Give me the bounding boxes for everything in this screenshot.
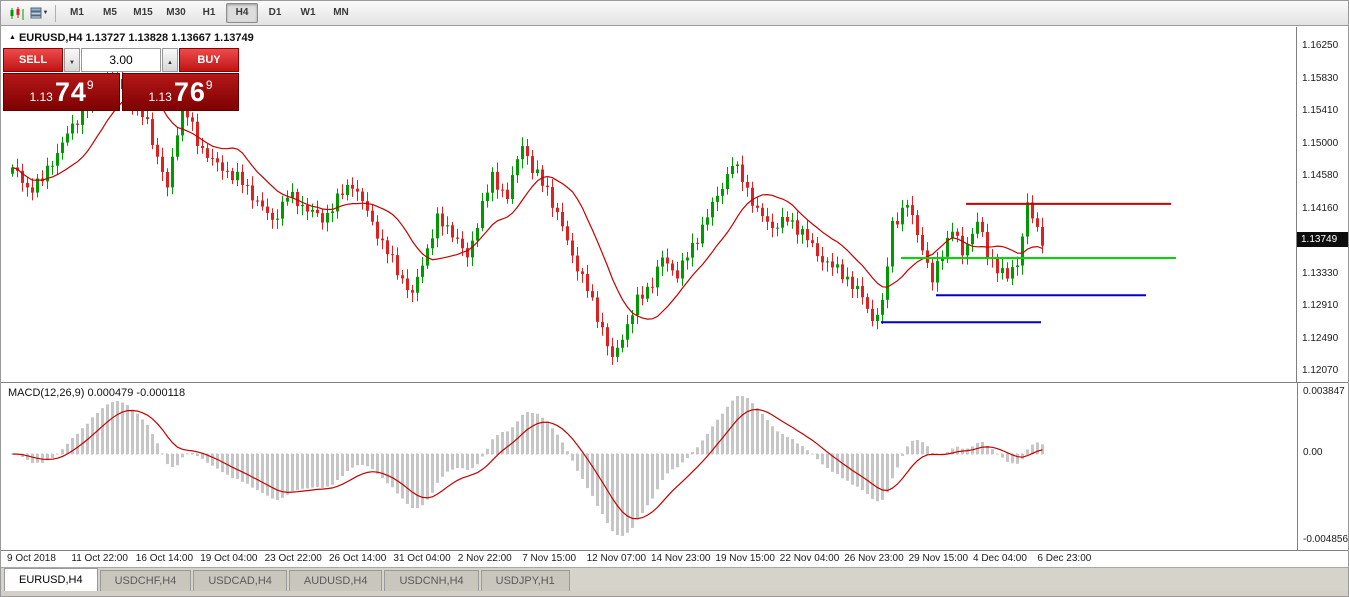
time-axis-label: 12 Nov 07:00 xyxy=(586,553,647,564)
time-axis-label: 7 Nov 15:00 xyxy=(522,553,577,564)
chart-header: ▲ EURUSD,H4 1.13727 1.13828 1.13667 1.137… xyxy=(9,32,254,44)
window-frame-bottom xyxy=(1,591,1348,596)
buy-price-display[interactable]: 1.13 76 9 xyxy=(122,73,239,111)
profiles-dropdown-button[interactable]: ▼ xyxy=(28,4,50,23)
timeframe-button-m15[interactable]: M15 xyxy=(133,7,153,18)
sell-price-prefix: 1.13 xyxy=(29,90,53,104)
price-axis-label: 1.13330 xyxy=(1302,267,1339,279)
price-axis-label: 1.12490 xyxy=(1302,332,1339,344)
timeframe-group: M1 M5 M15 M30 H1 H4 D1 W1 MN xyxy=(61,3,357,23)
time-axis-label: 23 Oct 22:00 xyxy=(264,553,322,564)
price-axis-label: 1.15410 xyxy=(1302,105,1339,116)
macd-label: MACD(12,26,9) 0.000479 -0.000118 xyxy=(8,387,186,399)
time-axis-label: 29 Nov 15:00 xyxy=(908,553,969,564)
trade-prices-row: 1.13 74 9 1.13 76 9 xyxy=(3,73,239,111)
chart-tab-audusd-h4[interactable]: AUDUSD,H4 xyxy=(288,570,383,591)
toolbar: ▼ M1 M5 M15 M30 H1 H4 D1 W1 MN xyxy=(1,1,1348,26)
toolbar-separator xyxy=(55,4,56,22)
time-axis-label: 16 Oct 14:00 xyxy=(135,553,194,564)
time-axis-label: 22 Nov 04:00 xyxy=(779,553,840,564)
price-axis-label: 1.12070 xyxy=(1302,365,1339,376)
chart-tab-usdcnh-h4[interactable]: USDCNH,H4 xyxy=(384,570,479,591)
chart-tab-usdchf-h4[interactable]: USDCHF,H4 xyxy=(99,570,192,591)
chart-tab-usdjpy-h1[interactable]: USDJPY,H1 xyxy=(480,570,570,591)
one-click-trading-panel: SELL ▼ ▲ BUY 1.13 74 9 1.13 76 9 xyxy=(3,48,239,111)
macd-panel: MACD(12,26,9) 0.000479 -0.000118 0.00384… xyxy=(1,382,1349,551)
volume-dropdown-button[interactable]: ▼ xyxy=(64,48,80,72)
sell-price-big: 74 xyxy=(54,76,87,107)
time-axis-label: 2 Nov 22:00 xyxy=(457,553,512,564)
chevron-up-icon: ▲ xyxy=(167,60,173,66)
time-axis-label: 9 Oct 2018 xyxy=(7,553,56,564)
time-axis[interactable]: 9 Oct 2018 11 Oct 22:00 16 Oct 14:00 19 Oct… xyxy=(1,550,1348,567)
volume-stepper-button[interactable]: ▲ xyxy=(162,48,178,72)
macd-axis-min: -0.004856 xyxy=(1303,534,1349,545)
sell-button[interactable]: SELL xyxy=(3,48,63,72)
sell-price-display[interactable]: 1.13 74 9 xyxy=(3,73,120,111)
time-axis-label: 19 Nov 15:00 xyxy=(715,553,775,564)
time-axis-label: 14 Nov 23:00 xyxy=(651,553,711,564)
time-axis-label: 26 Nov 23:00 xyxy=(844,553,904,564)
buy-price-big: 76 xyxy=(173,76,206,107)
layers-icon xyxy=(30,7,42,19)
price-axis-label: 1.12910 xyxy=(1302,300,1339,311)
timeframe-button-mn[interactable]: MN xyxy=(333,7,349,18)
time-axis-label: 6 Dec 23:00 xyxy=(1037,553,1092,564)
price-axis-label: 1.14160 xyxy=(1302,202,1339,214)
sell-price-pip: 9 xyxy=(86,78,94,92)
chart-header-text: EURUSD,H4 1.13727 1.13828 1.13667 1.1374… xyxy=(18,32,254,44)
timeframe-button-m1[interactable]: M1 xyxy=(70,7,84,18)
current-price-badge: 1.13749 xyxy=(1297,232,1348,247)
macd-axis[interactable]: 0.003847 0.00 -0.004856 xyxy=(1297,383,1349,551)
price-chart-panel: ▲ EURUSD,H4 1.13727 1.13828 1.13667 1.137… xyxy=(1,27,1348,382)
chevron-down-icon: ▼ xyxy=(42,10,49,16)
macd-axis-zero: 0.00 xyxy=(1303,447,1323,458)
buy-button[interactable]: BUY xyxy=(179,48,239,72)
chart-tab-usdcad-h4[interactable]: USDCAD,H4 xyxy=(193,570,287,591)
trade-controls-row: SELL ▼ ▲ BUY xyxy=(3,48,239,72)
price-axis-label: 1.16250 xyxy=(1302,40,1339,51)
price-axis[interactable]: 1.13749 1.16250 1.15830 1.15410 1.15000 1.14… xyxy=(1296,27,1348,382)
symbol-marker-icon: ▲ xyxy=(9,34,16,41)
chevron-down-icon: ▼ xyxy=(69,60,75,66)
time-axis-label: 31 Oct 04:00 xyxy=(393,553,451,564)
time-axis-label: 4 Dec 04:00 xyxy=(973,553,1027,564)
volume-input[interactable] xyxy=(81,48,161,72)
macd-axis-max: 0.003847 xyxy=(1303,386,1345,397)
price-axis-label: 1.14580 xyxy=(1302,170,1339,181)
timeframe-button-w1[interactable]: W1 xyxy=(300,7,316,18)
buy-price-pip: 9 xyxy=(205,78,213,92)
chart-window-icon[interactable] xyxy=(6,4,28,23)
timeframe-button-m30[interactable]: M30 xyxy=(166,7,186,18)
tab-bar: EURUSD,H4 USDCHF,H4 USDCAD,H4 AUDUSD,H4 USDC… xyxy=(1,567,1348,591)
price-axis-label: 1.15830 xyxy=(1302,72,1339,84)
chart-tab-eurusd-h4[interactable]: EURUSD,H4 xyxy=(4,568,98,591)
time-axis-label: 19 Oct 04:00 xyxy=(200,553,258,564)
price-axis-label: 1.15000 xyxy=(1302,137,1339,149)
timeframe-button-h4[interactable]: H4 xyxy=(226,3,258,23)
macd-svg[interactable] xyxy=(1,383,1296,551)
timeframe-button-d1[interactable]: D1 xyxy=(268,7,282,18)
time-axis-label: 11 Oct 22:00 xyxy=(71,553,128,564)
mini-candles-icon xyxy=(10,6,24,20)
time-axis-label: 26 Oct 14:00 xyxy=(329,553,387,564)
buy-price-prefix: 1.13 xyxy=(148,90,172,104)
timeframe-button-h1[interactable]: H1 xyxy=(202,7,216,18)
timeframe-button-m5[interactable]: M5 xyxy=(103,7,117,18)
